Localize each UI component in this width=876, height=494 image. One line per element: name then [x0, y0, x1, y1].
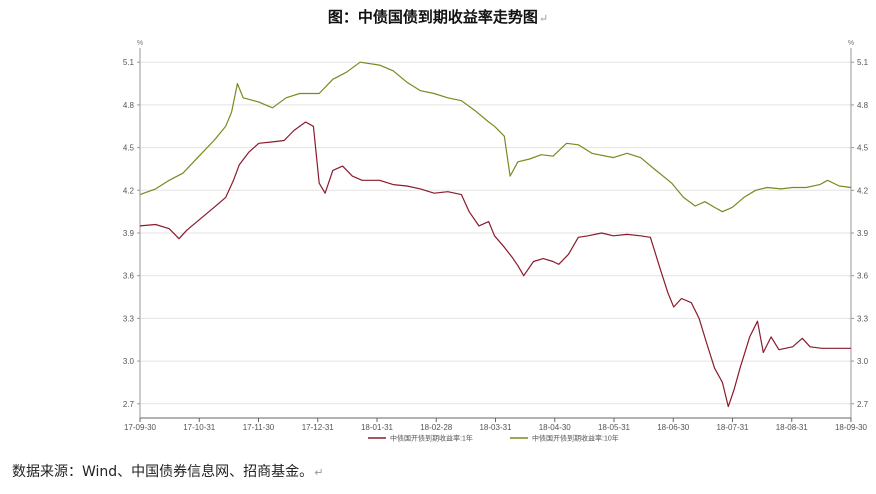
legend-label: 中债国开债到期收益率:10年 — [532, 434, 619, 443]
x-tick-label: 18-06-30 — [657, 423, 690, 432]
x-tick-label: 17-12-31 — [302, 423, 335, 432]
x-tick-label: 18-03-31 — [479, 423, 512, 432]
y-tick-label-left: 4.5 — [123, 144, 135, 153]
y-tick-label-right: 2.7 — [857, 400, 869, 409]
y-tick-label-left: 5.1 — [123, 58, 135, 67]
x-tick-label: 18-01-31 — [361, 423, 394, 432]
y-tick-label-left: 3.0 — [123, 357, 135, 366]
y-tick-label-left: 4.2 — [123, 186, 135, 195]
y-tick-label-right: 3.9 — [857, 229, 869, 238]
y-tick-label-right: 5.1 — [857, 58, 869, 67]
y-tick-label-left: 3.3 — [123, 314, 135, 323]
y-axis-unit-right: % — [848, 40, 854, 47]
data-source-text: 数据来源：Wind、中国债券信息网、招商基金。 — [12, 464, 314, 480]
x-tick-label: 17-11-30 — [243, 423, 275, 432]
legend-label: 中债国开债到期收益率:1年 — [390, 434, 473, 443]
return-mark-icon: ↵ — [314, 466, 324, 479]
x-tick-label: 18-07-31 — [716, 423, 749, 432]
x-tick-label: 18-04-30 — [539, 423, 572, 432]
y-tick-label-left: 2.7 — [123, 400, 135, 409]
x-tick-label: 17-10-31 — [183, 423, 216, 432]
chart-title-text: 图：中债国债到期收益率走势图 — [327, 8, 538, 26]
y-tick-label-left: 4.8 — [123, 101, 135, 110]
x-tick-label: 18-05-31 — [598, 423, 631, 432]
y-tick-label-right: 4.5 — [857, 144, 869, 153]
chart-title: 图：中债国债到期收益率走势图↵ — [0, 6, 876, 27]
x-tick-label: 18-09-30 — [835, 423, 868, 432]
return-mark-icon: ↵ — [538, 12, 549, 25]
series-line-1y — [139, 121, 851, 408]
x-tick-label: 18-08-31 — [776, 423, 809, 432]
y-axis-unit-left: % — [137, 40, 143, 47]
y-tick-label-right: 3.3 — [857, 314, 869, 323]
y-tick-label-left: 3.6 — [123, 272, 135, 281]
data-source-note: 数据来源：Wind、中国债券信息网、招商基金。↵ — [12, 461, 323, 481]
y-tick-label-right: 3.6 — [857, 272, 869, 281]
y-tick-label-right: 4.2 — [857, 186, 869, 195]
y-tick-label-right: 3.0 — [857, 357, 869, 366]
y-tick-label-right: 4.8 — [857, 101, 869, 110]
series-line-10y — [139, 61, 852, 213]
x-tick-label: 18-02-28 — [420, 423, 453, 432]
y-tick-label-left: 3.9 — [123, 229, 135, 238]
x-tick-label: 17-09-30 — [124, 423, 157, 432]
